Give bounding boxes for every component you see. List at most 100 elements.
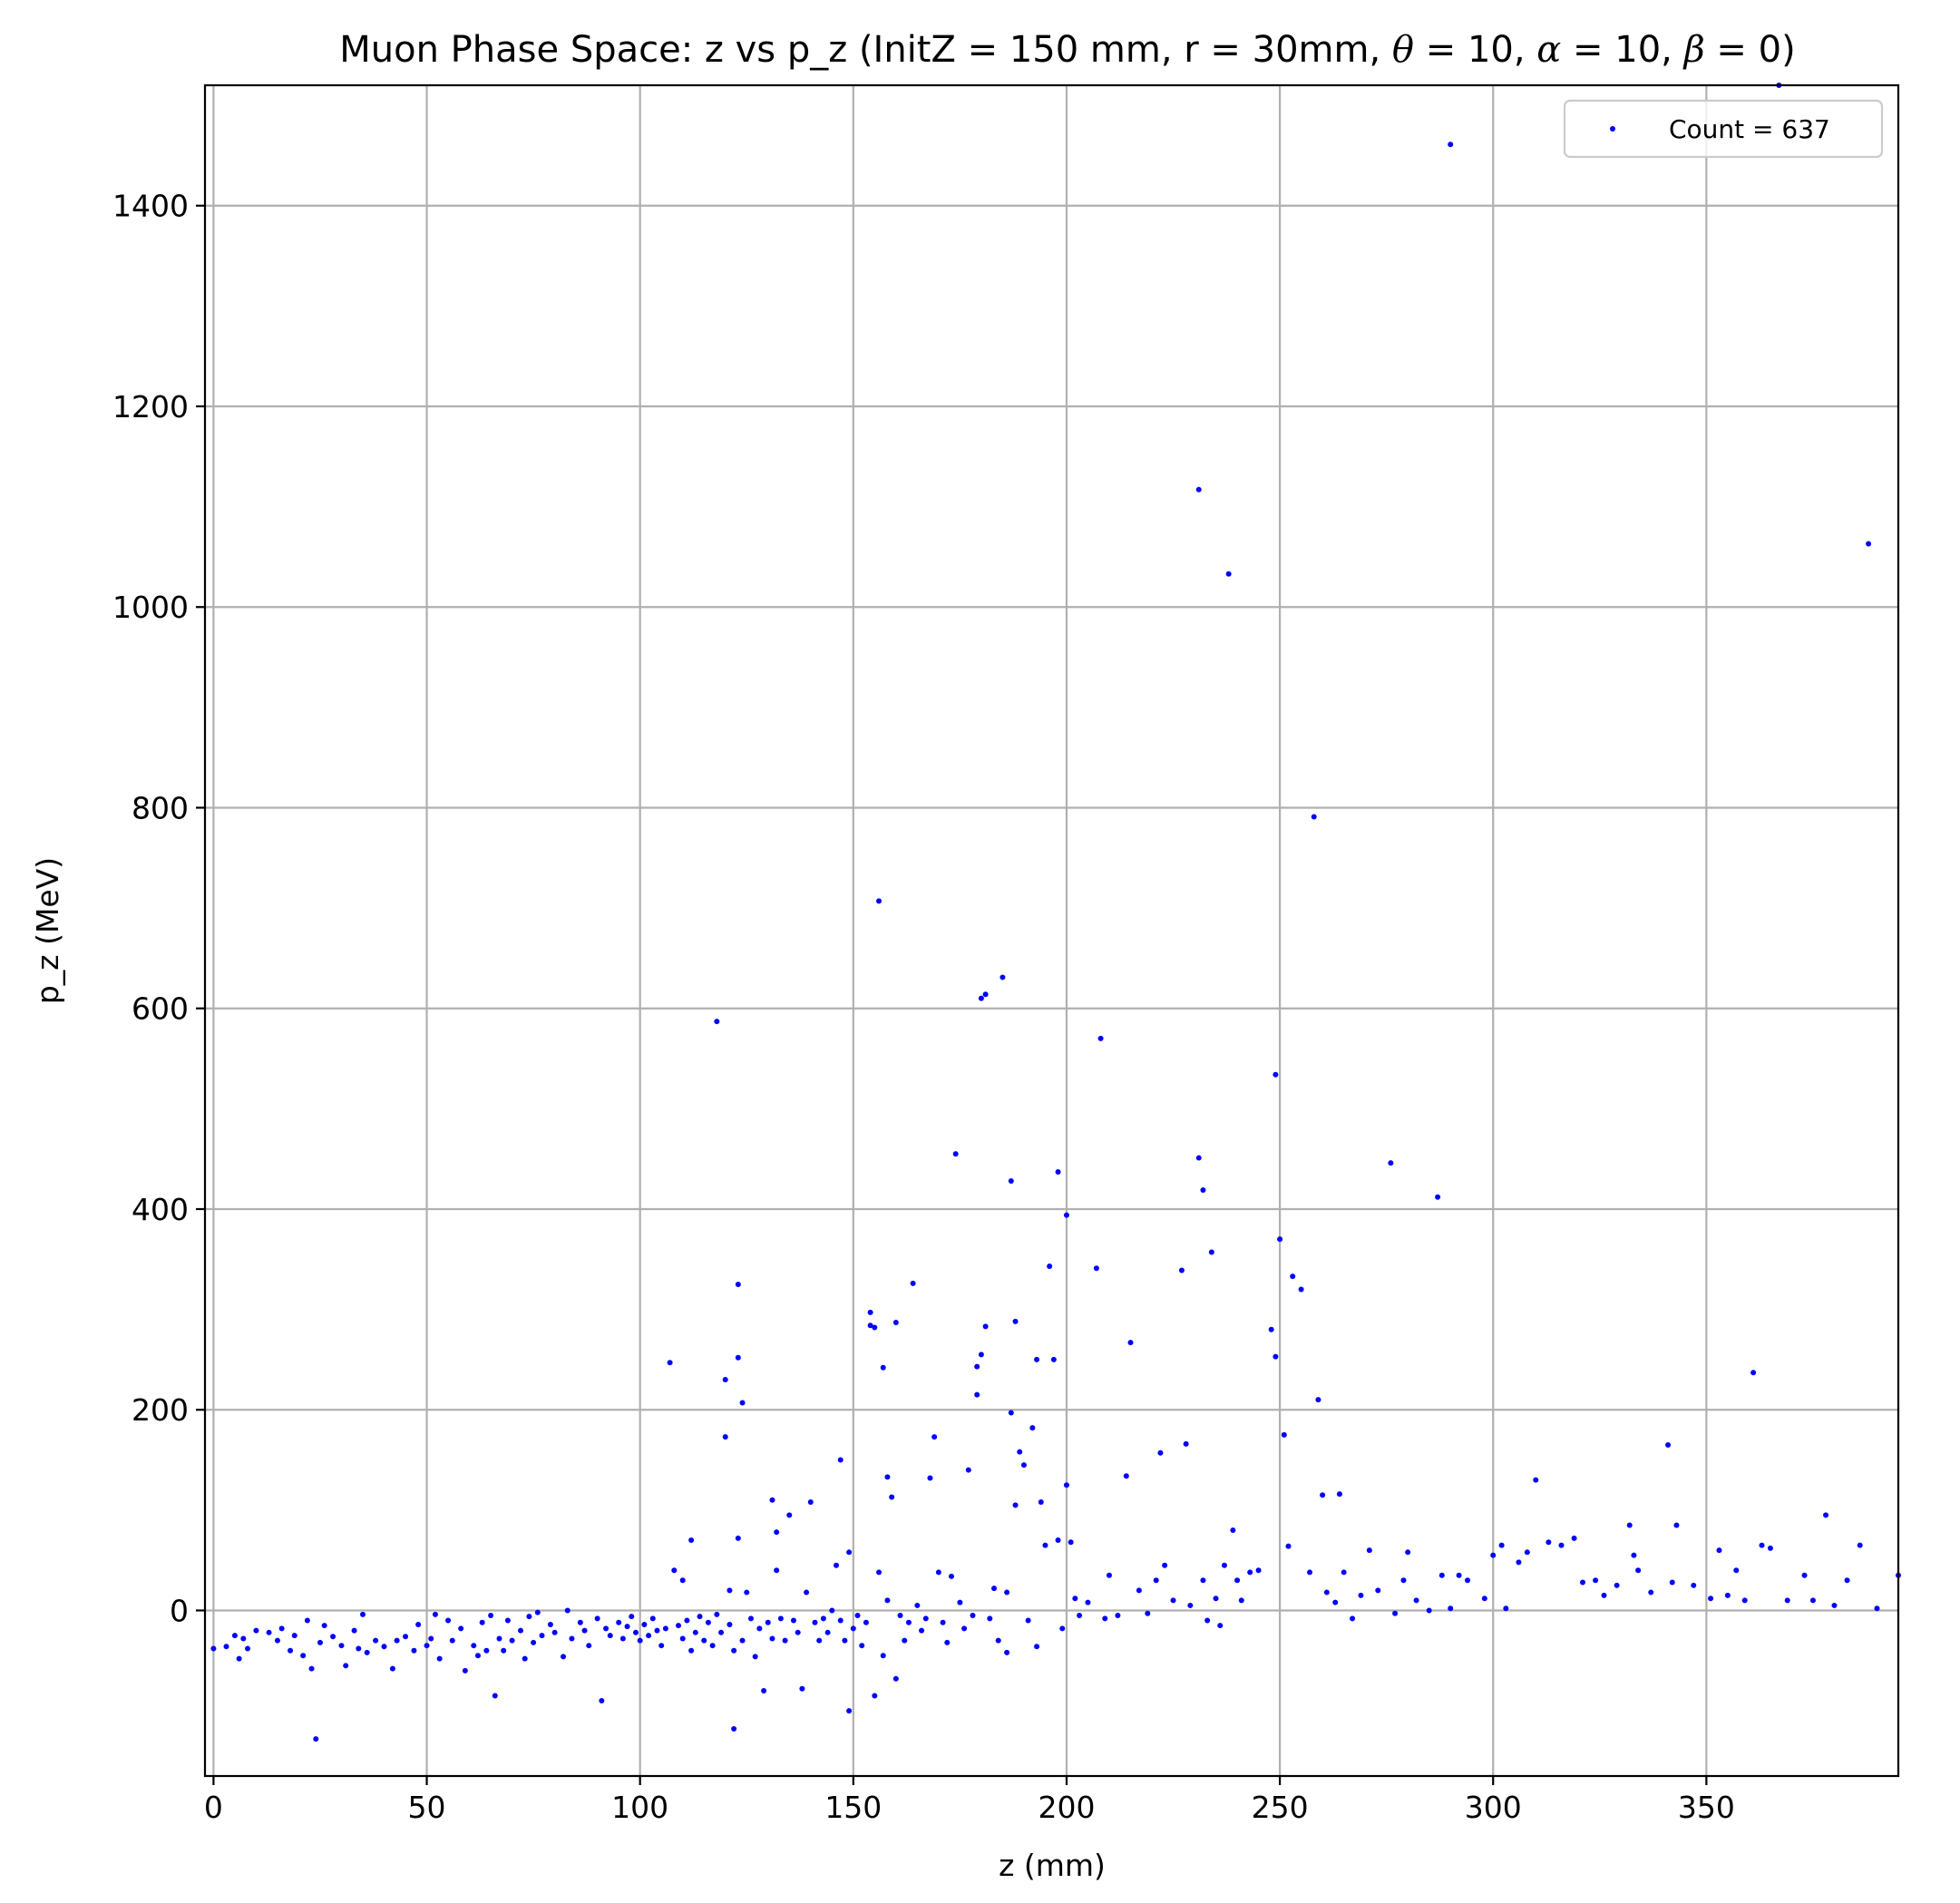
data-point	[1208, 1249, 1214, 1255]
data-point	[1008, 1178, 1014, 1185]
data-point	[483, 1647, 490, 1654]
data-point	[697, 1614, 703, 1620]
data-point	[842, 1637, 848, 1644]
data-point	[1004, 1589, 1010, 1596]
y-axis-ticks: 0 200 400 600 800 1000 1200 1400	[112, 189, 205, 1628]
data-point	[1268, 1326, 1274, 1332]
data-point	[1866, 541, 1872, 547]
data-point	[1020, 1462, 1027, 1469]
data-point	[1405, 1549, 1411, 1556]
data-point	[1102, 1615, 1108, 1622]
data-point	[867, 1309, 873, 1315]
data-point	[403, 1634, 409, 1640]
data-point	[1631, 1552, 1637, 1558]
data-point	[449, 1637, 455, 1644]
data-point	[1767, 1545, 1773, 1551]
data-point	[957, 1599, 963, 1605]
data-point	[1315, 1397, 1321, 1403]
data-point	[518, 1627, 524, 1634]
data-point	[1238, 1597, 1244, 1604]
data-point	[1255, 1567, 1262, 1574]
data-point	[1077, 1613, 1083, 1619]
data-point	[769, 1497, 775, 1503]
data-point	[1115, 1613, 1121, 1619]
data-point	[1533, 1477, 1539, 1483]
data-point	[488, 1613, 494, 1619]
data-point	[752, 1654, 758, 1660]
data-point	[599, 1698, 605, 1704]
data-point	[940, 1619, 946, 1625]
data-point	[1063, 1212, 1069, 1218]
data-point	[961, 1625, 968, 1632]
chart-title: Muon Phase Space: z vs p_z (InitZ = 150 …	[339, 29, 1795, 71]
x-tick-label: 100	[611, 1790, 668, 1825]
data-point	[1741, 1597, 1748, 1604]
data-point	[837, 1617, 843, 1624]
data-point	[364, 1649, 370, 1655]
data-point	[765, 1619, 771, 1625]
data-point	[569, 1635, 575, 1642]
data-point	[812, 1619, 818, 1625]
data-point	[1438, 1572, 1445, 1578]
data-point	[726, 1621, 733, 1627]
data-point	[394, 1637, 400, 1644]
data-point	[747, 1615, 754, 1622]
data-point	[343, 1663, 349, 1669]
data-point	[714, 1611, 720, 1617]
data-point	[1801, 1572, 1808, 1578]
data-point	[1183, 1440, 1189, 1447]
data-point	[1145, 1610, 1151, 1616]
data-point	[646, 1633, 652, 1639]
data-point	[501, 1647, 507, 1654]
data-point	[1277, 1236, 1283, 1243]
data-point	[509, 1637, 515, 1644]
y-axis-label: p_z (MeV)	[30, 857, 65, 1004]
y-tick-label: 800	[132, 790, 189, 825]
data-point	[577, 1619, 583, 1625]
data-point	[914, 1602, 921, 1608]
data-point	[1170, 1597, 1176, 1604]
y-tick-label: 600	[132, 991, 189, 1027]
data-point	[253, 1627, 259, 1634]
data-point	[1200, 1186, 1206, 1193]
data-point	[978, 995, 984, 1001]
data-point	[837, 1457, 843, 1463]
data-point	[1012, 1502, 1019, 1508]
data-point	[1136, 1587, 1142, 1594]
data-point	[1579, 1579, 1585, 1586]
data-point	[1050, 1356, 1057, 1362]
data-point	[1759, 1542, 1765, 1548]
data-point	[777, 1615, 784, 1622]
data-point	[288, 1647, 294, 1654]
data-point	[1341, 1569, 1347, 1576]
data-point	[970, 1613, 976, 1619]
data-point	[1055, 1169, 1061, 1176]
data-point	[982, 1323, 989, 1330]
data-point	[1012, 1318, 1019, 1324]
data-point	[978, 1352, 984, 1358]
data-point	[786, 1512, 793, 1518]
data-point	[1388, 1160, 1394, 1166]
legend-marker	[1610, 126, 1615, 132]
data-point	[995, 1637, 1001, 1644]
data-point	[1614, 1582, 1620, 1588]
data-point	[1435, 1194, 1441, 1200]
data-point	[892, 1319, 899, 1325]
data-point	[616, 1619, 622, 1625]
data-point	[603, 1625, 609, 1632]
data-point	[876, 1569, 882, 1576]
data-point	[1273, 1071, 1279, 1078]
data-point	[561, 1654, 567, 1660]
data-point	[641, 1621, 648, 1627]
data-point	[240, 1635, 247, 1642]
data-point	[722, 1434, 728, 1440]
data-point	[1273, 1353, 1279, 1360]
data-point	[479, 1619, 485, 1625]
data-point	[581, 1627, 588, 1634]
data-point	[1127, 1340, 1134, 1346]
data-point	[834, 1562, 840, 1568]
data-point	[1426, 1607, 1432, 1614]
data-point	[278, 1625, 285, 1632]
data-point	[321, 1623, 327, 1629]
